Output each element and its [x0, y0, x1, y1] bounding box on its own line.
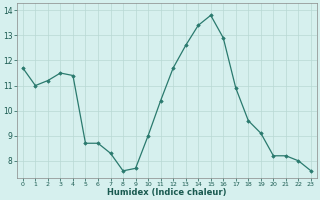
- X-axis label: Humidex (Indice chaleur): Humidex (Indice chaleur): [107, 188, 227, 197]
